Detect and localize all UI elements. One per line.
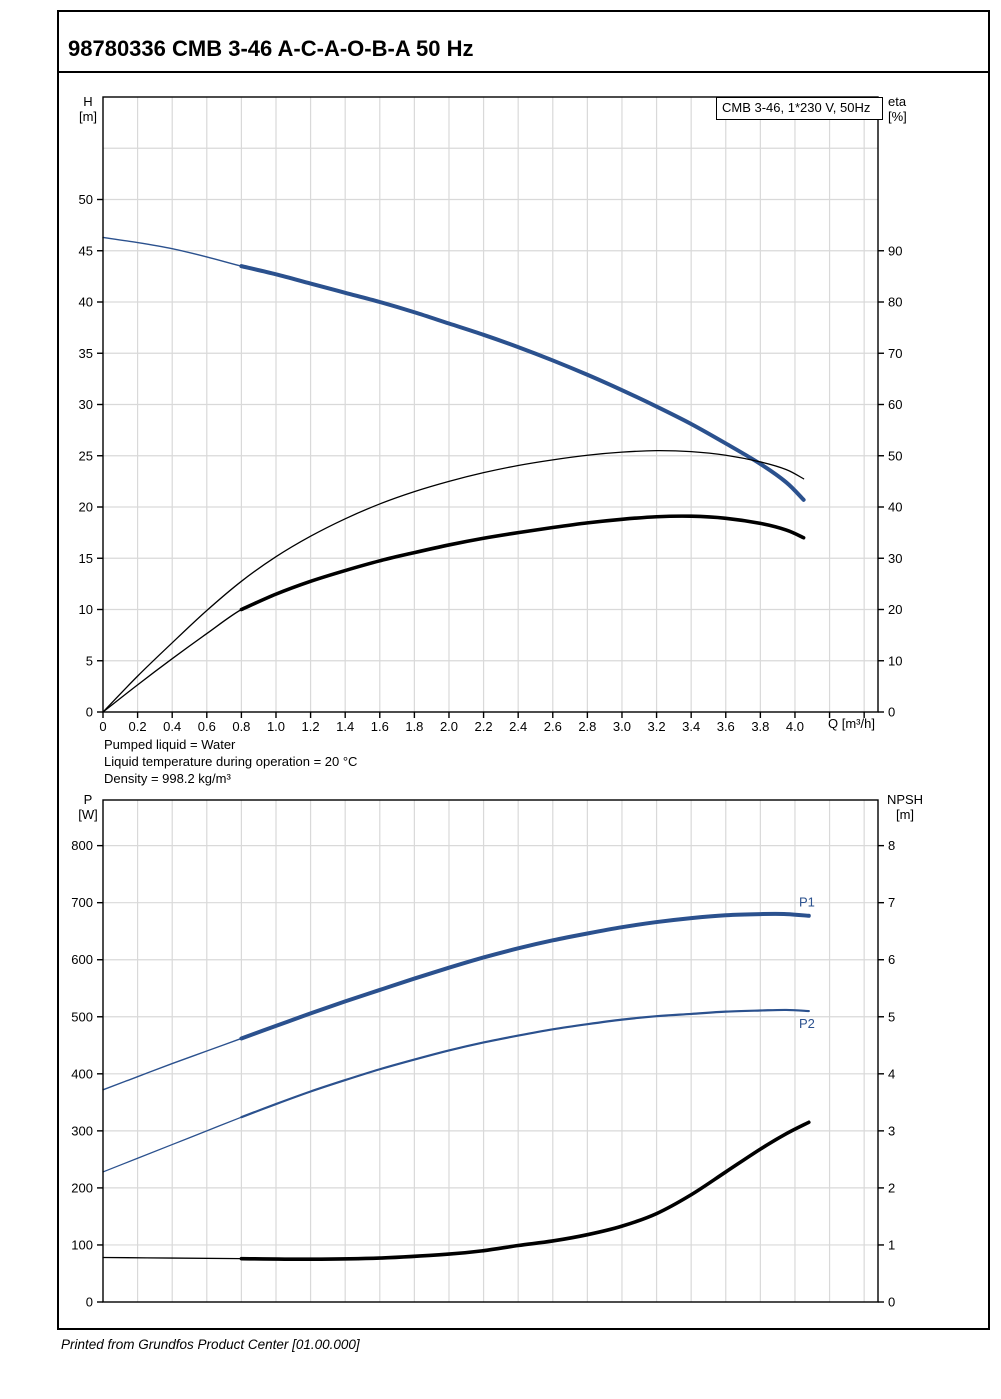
x-tick-label: 1.2 [302,719,320,734]
left-tick-label: 500 [71,1009,93,1024]
page-title: 98780336 CMB 3-46 A-C-A-O-B-A 50 Hz [68,36,474,61]
left-tick-label: 400 [71,1066,93,1081]
h-axis-label-symbol: H [83,94,93,109]
plot-border [102,799,879,1303]
right-tick-label: 40 [888,500,902,515]
h-axis-label: H [m] [68,94,108,124]
left-tick-label: 200 [71,1180,93,1195]
legend-box: CMB 3-46, 1*230 V, 50Hz [716,97,883,120]
left-tick-label: 25 [79,448,93,463]
left-tick-label: 100 [71,1237,93,1252]
p2-curve-thin [102,1009,810,1173]
x-tick-label: 0.8 [232,719,250,734]
operating-conditions: Pumped liquid = Water Liquid temperature… [104,736,357,787]
x-tick-label: 0.4 [163,719,181,734]
x-tick-label: 3.2 [648,719,666,734]
x-tick-label: 2.4 [509,719,527,734]
q-axis-label: Q [m³/h] [828,716,875,731]
right-tick-label: 3 [888,1123,895,1138]
condition-pumped-liquid: Pumped liquid = Water [104,737,236,752]
p1-curve [239,911,811,1041]
x-tick-label: 3.8 [751,719,769,734]
x-tick-label: 2.2 [475,719,493,734]
right-tick-label: 1 [888,1237,895,1252]
x-tick-label: 1.0 [267,719,285,734]
x-tick-label: 2.0 [440,719,458,734]
npsh-curve-thin [102,1121,810,1260]
footer-note: Printed from Grundfos Product Center [01… [61,1337,360,1352]
left-tick-label: 40 [79,295,93,310]
left-tick-label: 600 [71,952,93,967]
right-tick-label: 90 [888,243,902,258]
x-tick-label: 1.6 [371,719,389,734]
document-border [57,10,990,1330]
eta-pump-curve-thin [102,449,805,713]
left-tick-label: 20 [79,500,93,515]
npsh-axis-label: NPSH [m] [879,792,931,822]
h-axis-label-unit: [m] [78,109,98,124]
right-tick-label: 7 [888,895,895,910]
right-tick-label: 10 [888,653,902,668]
x-tick-label: 3.4 [682,719,700,734]
p-axis-label: P [W] [68,792,108,822]
right-tick-label: 80 [888,295,902,310]
x-tick-label: 1.4 [336,719,354,734]
eta-axis-label-symbol: eta [888,94,907,109]
npsh-axis-label-symbol: NPSH [886,792,924,807]
x-tick-label: 3.0 [613,719,631,734]
left-tick-label: 50 [79,192,93,207]
x-tick-label: 0.6 [198,719,216,734]
p1-curve-thin [102,913,810,1091]
right-tick-label: 70 [888,346,902,361]
left-tick-label: 15 [79,551,93,566]
left-tick-label: 45 [79,243,93,258]
x-tick-label: 2.8 [578,719,596,734]
p-axis-label-symbol: P [83,792,93,807]
left-tick-label: 0 [86,705,93,720]
left-tick-label: 5 [86,653,93,668]
title-separator [57,71,990,73]
left-tick-label: 700 [71,895,93,910]
eta-total-curve [239,514,806,612]
eta-axis-label: eta [%] [888,94,907,124]
right-tick-label: 8 [888,838,895,853]
right-tick-label: 5 [888,1009,895,1024]
right-tick-label: 50 [888,448,902,463]
condition-temperature: Liquid temperature during operation = 20… [104,754,358,769]
right-tick-label: 30 [888,551,902,566]
left-tick-label: 0 [86,1295,93,1310]
left-tick-label: 800 [71,838,93,853]
x-tick-label: 2.6 [544,719,562,734]
head-curve-thin [102,236,805,501]
left-tick-label: 30 [79,397,93,412]
p2-curve [240,1008,810,1119]
x-tick-label: 3.6 [717,719,735,734]
right-tick-label: 6 [888,952,895,967]
head-curve [239,264,806,502]
right-tick-label: 4 [888,1066,895,1081]
right-tick-label: 2 [888,1180,895,1195]
right-tick-label: 0 [888,1295,895,1310]
p-axis-label-unit: [W] [78,807,98,822]
npsh-axis-label-unit: [m] [895,807,915,822]
condition-density: Density = 998.2 kg/m³ [104,771,231,786]
x-tick-label: 1.8 [405,719,423,734]
eta-axis-label-unit: [%] [888,109,907,124]
x-tick-label: 0.2 [129,719,147,734]
right-tick-label: 20 [888,602,902,617]
left-tick-label: 35 [79,346,93,361]
right-tick-label: 60 [888,397,902,412]
right-tick-label: 0 [888,705,895,720]
curve-label-p1: P1 [799,895,815,910]
left-tick-label: 10 [79,602,93,617]
x-tick-label: 4.0 [786,719,804,734]
curve-label-p2: P2 [799,1016,815,1031]
npsh-curve [239,1120,811,1262]
x-tick-label: 0 [99,719,106,734]
left-tick-label: 300 [71,1123,93,1138]
